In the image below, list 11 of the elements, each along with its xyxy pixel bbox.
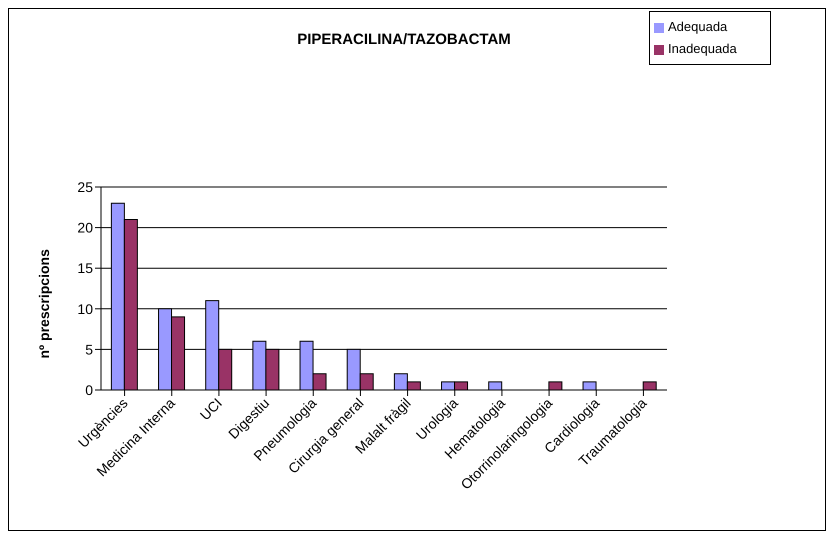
x-tick-label: UCI: [196, 394, 226, 424]
y-axis-title: nº prescripcions: [36, 248, 52, 358]
y-tick-label: 0: [85, 382, 94, 398]
y-tick-label: 20: [77, 220, 94, 236]
legend-label: Adequada: [668, 19, 728, 34]
legend-label: Inadequada: [668, 41, 737, 56]
chart-title: PIPERACILINA/TAZOBACTAM: [296, 31, 512, 48]
y-tick-label: 15: [77, 260, 94, 276]
y-tick-label: 10: [77, 300, 94, 317]
y-tick-label: 25: [77, 178, 94, 195]
y-tick-label: 5: [85, 341, 94, 358]
